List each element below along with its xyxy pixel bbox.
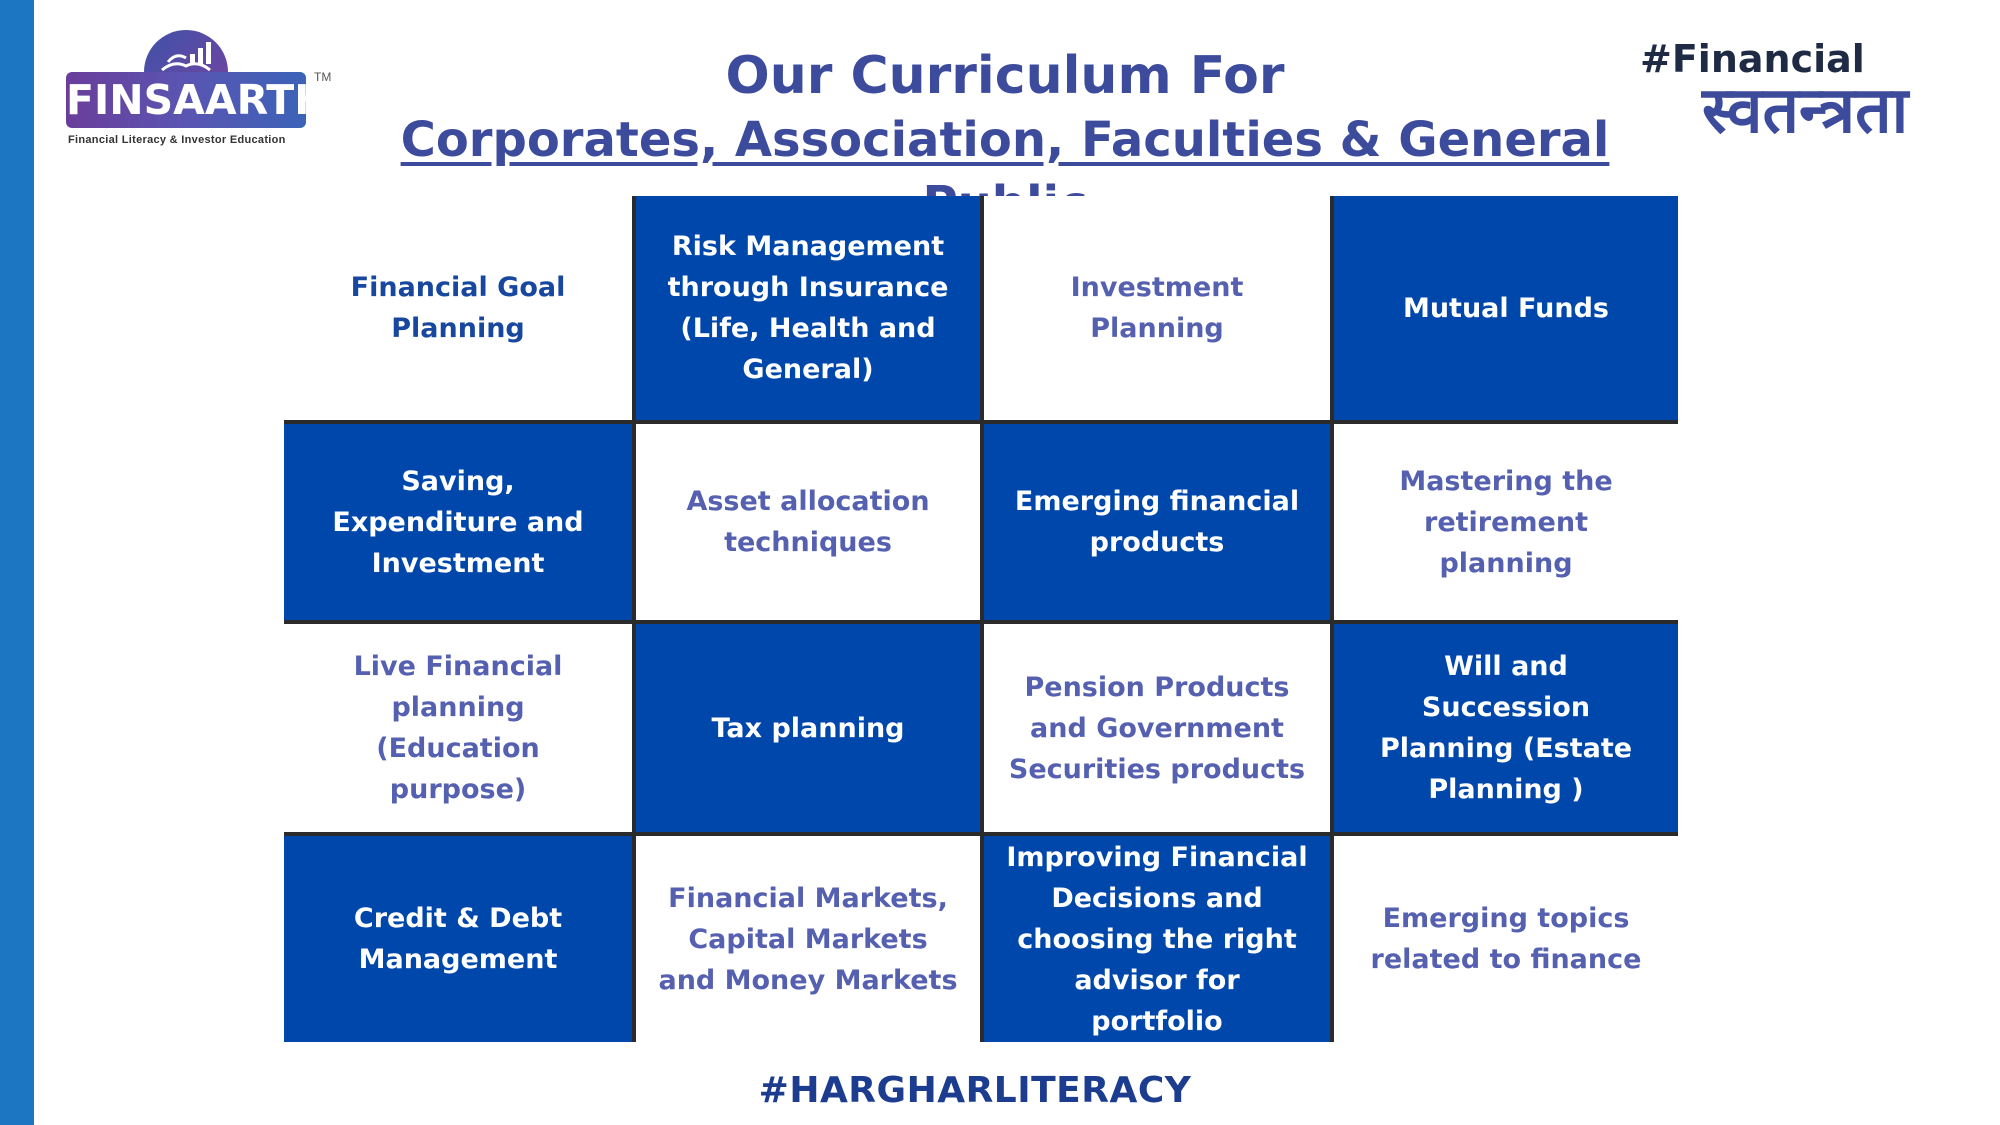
right-edge-strip <box>1992 0 2000 1125</box>
hashtag-swatantrata: स्वतन्त्रता <box>1702 74 1909 148</box>
footer-hashtag: #HARGHARLITERACY <box>758 1070 1192 1111</box>
logo-wordmark: FINSAARTHI <box>66 72 344 128</box>
curriculum-cell: Will and Succession Planning (Estate Pla… <box>1334 624 1678 832</box>
title-line-1: Our Curriculum For <box>725 46 1285 106</box>
book-chart-icon <box>144 30 228 74</box>
curriculum-cell: Investment Planning <box>984 196 1330 420</box>
trademark-mark: TM <box>314 70 332 84</box>
curriculum-cell: Asset allocation techniques <box>636 424 980 620</box>
curriculum-cell: Pension Products and Government Securiti… <box>984 624 1330 832</box>
curriculum-cell: Financial Markets, Capital Markets and M… <box>636 836 980 1042</box>
curriculum-cell: Improving Financial Decisions and choosi… <box>984 836 1330 1042</box>
left-accent-bar <box>0 0 34 1125</box>
curriculum-cell: Risk Management through Insurance (Life,… <box>636 196 980 420</box>
curriculum-cell: Emerging topics related to finance <box>1334 836 1678 1042</box>
curriculum-cell: Saving, Expenditure and Investment <box>284 424 632 620</box>
curriculum-cell: Live Financial planning (Education purpo… <box>284 624 632 832</box>
curriculum-grid: Financial Goal Planning Risk Management … <box>284 196 1678 1042</box>
curriculum-cell: Mastering the retirement planning <box>1334 424 1678 620</box>
curriculum-cell: Credit & Debt Management <box>284 836 632 1042</box>
curriculum-cell: Tax planning <box>636 624 980 832</box>
financial-freedom-hashtag: #Financial स्वतन्त्रता <box>1640 36 1980 148</box>
finsaarthi-logo: FINSAARTHI TM Financial Literacy & Inves… <box>66 30 344 150</box>
logo-tagline: Financial Literacy & Investor Education <box>68 134 286 146</box>
curriculum-cell: Mutual Funds <box>1334 196 1678 420</box>
curriculum-cell: Financial Goal Planning <box>284 196 632 420</box>
curriculum-cell: Emerging financial products <box>984 424 1330 620</box>
title-line-2: Corporates, Association, Faculties & Gen… <box>400 112 1610 232</box>
hashtag-financial: #Financial <box>1640 37 1865 81</box>
page-title: Our Curriculum For Corporates, Associati… <box>330 44 1680 236</box>
